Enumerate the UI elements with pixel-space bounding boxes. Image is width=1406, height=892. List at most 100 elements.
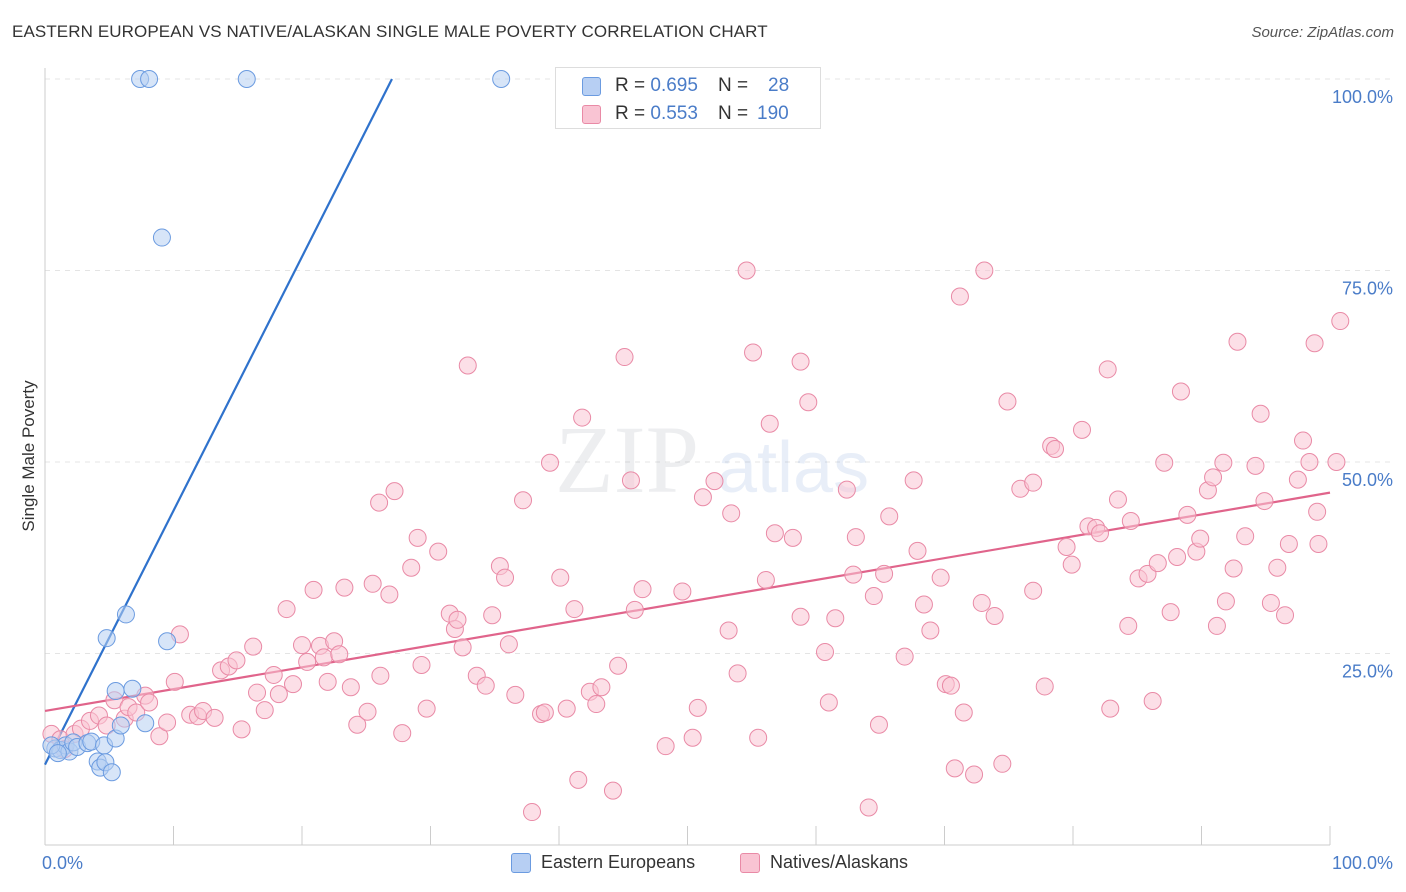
data-point-natives-alaskans: [551, 568, 570, 587]
data-point-natives-alaskans: [749, 728, 768, 747]
data-point-natives-alaskans: [1178, 505, 1197, 524]
data-point-natives-alaskans: [625, 600, 644, 619]
data-point-eastern-europeans: [136, 714, 155, 733]
data-point-natives-alaskans: [656, 737, 675, 756]
data-point-natives-alaskans: [483, 606, 502, 625]
data-point-natives-alaskans: [744, 343, 763, 362]
data-point-natives-alaskans: [264, 665, 283, 684]
data-point-natives-alaskans: [371, 666, 390, 685]
data-point-natives-alaskans: [1090, 524, 1109, 543]
data-point-eastern-europeans: [111, 716, 130, 735]
y-axis-title: Single Male Poverty: [19, 380, 38, 532]
data-point-natives-alaskans: [1246, 456, 1265, 475]
legend-row-natives-alaskans: R = 0.553 N = 190: [582, 101, 789, 127]
data-point-natives-alaskans: [1108, 490, 1127, 509]
data-point-natives-alaskans: [846, 528, 865, 547]
data-point-natives-alaskans: [541, 453, 560, 472]
data-point-natives-alaskans: [1276, 606, 1295, 625]
data-point-natives-alaskans: [837, 480, 856, 499]
data-point-natives-alaskans: [931, 568, 950, 587]
data-point-natives-alaskans: [722, 504, 741, 523]
bottom-legend-label: Eastern Europeans: [541, 852, 696, 872]
data-point-natives-alaskans: [875, 564, 894, 583]
data-point-eastern-europeans: [237, 70, 256, 88]
data-point-natives-alaskans: [499, 635, 518, 654]
data-point-natives-alaskans: [417, 699, 436, 718]
data-point-eastern-europeans: [97, 629, 116, 648]
data-point-natives-alaskans: [1308, 502, 1327, 521]
data-point-natives-alaskans: [476, 676, 495, 695]
legend-n-value: 190: [757, 103, 789, 124]
trend-line-eastern-europeans: [44, 78, 393, 766]
data-point-natives-alaskans: [318, 672, 337, 691]
data-point-natives-alaskans: [908, 541, 927, 560]
data-point-natives-alaskans: [402, 558, 421, 577]
data-point-natives-alaskans: [248, 683, 267, 702]
data-point-natives-alaskans: [950, 287, 969, 306]
data-point-natives-alaskans: [1072, 420, 1091, 439]
data-point-eastern-europeans: [158, 632, 177, 651]
data-point-natives-alaskans: [523, 803, 542, 822]
bottom-legend-label: Natives/Alaskans: [770, 852, 909, 872]
data-point-natives-alaskans: [1207, 616, 1226, 635]
data-point-natives-alaskans: [1148, 554, 1167, 573]
data-point-natives-alaskans: [1251, 404, 1270, 423]
data-point-natives-alaskans: [158, 713, 177, 732]
data-point-natives-alaskans: [506, 685, 525, 704]
data-point-natives-alaskans: [1168, 547, 1187, 566]
data-point-natives-alaskans: [232, 720, 251, 739]
data-point-natives-alaskans: [993, 754, 1012, 773]
data-point-natives-alaskans: [1300, 453, 1319, 471]
data-point-natives-alaskans: [1236, 527, 1255, 546]
bottom-legend-natives-alaskans: Natives/Alaskans: [740, 852, 908, 873]
data-point-natives-alaskans: [1121, 511, 1140, 530]
y-tick-label: 50.0%: [1342, 470, 1393, 490]
data-point-eastern-europeans: [140, 70, 159, 88]
data-point-natives-alaskans: [341, 678, 360, 697]
data-point-natives-alaskans: [330, 645, 349, 664]
data-point-natives-alaskans: [140, 693, 159, 712]
stats-legend: R = 0.695 N = 28 R = 0.553 N = 190: [555, 67, 821, 129]
data-point-natives-alaskans: [603, 781, 622, 800]
data-point-natives-alaskans: [314, 648, 333, 667]
legend-r-value: 0.695: [650, 75, 698, 96]
data-point-natives-alaskans: [756, 570, 775, 589]
data-point-natives-alaskans: [673, 582, 692, 601]
bottom-legend-eastern-europeans: Eastern Europeans: [511, 852, 695, 873]
tick-labels: 25.0% 50.0% 75.0% 100.0% 0.0% 100.0%: [42, 87, 1393, 873]
data-point-natives-alaskans: [284, 675, 303, 694]
data-point-natives-alaskans: [1305, 334, 1324, 353]
data-point-natives-alaskans: [1191, 529, 1210, 548]
data-point-natives-alaskans: [573, 408, 592, 427]
data-point-natives-alaskans: [535, 703, 554, 722]
data-point-natives-alaskans: [1309, 534, 1328, 553]
data-point-natives-alaskans: [621, 471, 640, 490]
data-point-natives-alaskans: [458, 356, 477, 375]
data-point-natives-alaskans: [1098, 360, 1117, 379]
data-point-natives-alaskans: [298, 652, 317, 671]
bottom-legend-swatch-pink: [740, 852, 760, 873]
data-point-natives-alaskans: [150, 727, 169, 746]
data-point-eastern-europeans: [152, 228, 171, 247]
data-point-natives-alaskans: [205, 708, 224, 727]
data-point-natives-alaskans: [1224, 559, 1243, 578]
data-point-natives-alaskans: [760, 414, 779, 433]
data-point-natives-alaskans: [393, 724, 412, 743]
data-point-natives-alaskans: [412, 655, 431, 674]
data-point-natives-alaskans: [293, 636, 311, 655]
data-point-natives-alaskans: [688, 698, 707, 717]
data-point-natives-alaskans: [683, 728, 702, 747]
data-point-natives-alaskans: [609, 656, 628, 675]
chart-title: EASTERN EUROPEAN VS NATIVE/ALASKAN SINGL…: [12, 22, 768, 41]
data-point-natives-alaskans: [408, 528, 427, 547]
data-point-natives-alaskans: [826, 609, 845, 628]
data-point-natives-alaskans: [1268, 558, 1287, 577]
data-point-natives-alaskans: [1155, 453, 1174, 472]
data-point-eastern-europeans: [492, 70, 511, 88]
legend-swatch-blue: [582, 76, 601, 96]
data-point-natives-alaskans: [1255, 492, 1274, 511]
data-point-natives-alaskans: [904, 471, 923, 490]
data-point-natives-alaskans: [819, 693, 838, 712]
data-point-natives-alaskans: [941, 676, 960, 695]
